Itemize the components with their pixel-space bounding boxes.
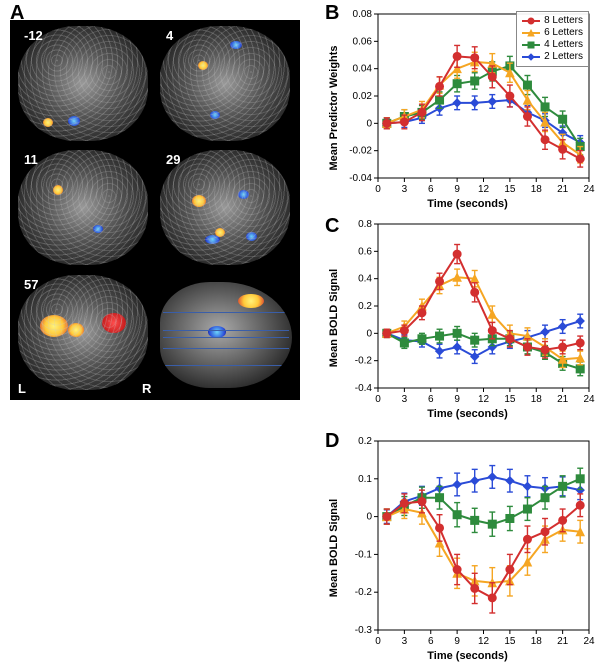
svg-text:-0.1: -0.1 [355, 549, 373, 560]
svg-text:0.2: 0.2 [358, 301, 372, 312]
svg-text:9: 9 [454, 184, 460, 195]
svg-text:0.8: 0.8 [358, 219, 372, 230]
svg-text:9: 9 [454, 394, 460, 405]
svg-text:21: 21 [557, 394, 569, 405]
svg-text:21: 21 [557, 636, 569, 647]
brain-sagittal [160, 282, 292, 388]
svg-text:-0.04: -0.04 [349, 173, 372, 184]
svg-text:24: 24 [583, 184, 595, 195]
svg-text:0.04: 0.04 [353, 64, 373, 75]
svg-text:-0.4: -0.4 [355, 383, 373, 394]
svg-text:12: 12 [478, 636, 490, 647]
svg-text:12: 12 [478, 184, 490, 195]
chart-b: 0 3 6 9 12 15 18 21 24 -0.04 -0.02 0 0.02 0.04 0.06 0.0… [340, 8, 595, 208]
panel-d-label: D [325, 430, 339, 453]
svg-text:0.6: 0.6 [358, 246, 372, 257]
svg-text:-0.02: -0.02 [349, 146, 372, 157]
svg-text:3: 3 [402, 184, 408, 195]
panel-b-label: B [325, 2, 339, 25]
svg-text:15: 15 [504, 394, 516, 405]
svg-text:-0.2: -0.2 [355, 356, 373, 367]
svg-text:15: 15 [504, 184, 516, 195]
brain-left-label: L [18, 381, 26, 396]
svg-text:24: 24 [583, 394, 595, 405]
svg-text:6: 6 [428, 394, 434, 405]
chart-b-ylabel: Mean Predictor Weights [328, 45, 340, 170]
chart-b-xlabel: Time (seconds) [427, 198, 508, 210]
slice-label-3: 29 [166, 152, 180, 167]
svg-text:0: 0 [366, 118, 372, 129]
svg-text:18: 18 [531, 394, 543, 405]
chart-d: 03691215182124-0.3-0.2-0.100.10.2 Mean B… [340, 435, 595, 660]
svg-text:0.4: 0.4 [358, 274, 372, 285]
svg-text:9: 9 [454, 636, 460, 647]
svg-text:0.06: 0.06 [353, 36, 373, 47]
legend-item-s6: 6 Letters [522, 27, 583, 39]
legend-item-s8: 8 Letters [522, 15, 583, 27]
svg-text:18: 18 [531, 636, 543, 647]
svg-text:0: 0 [375, 636, 381, 647]
slice-label-1: 4 [166, 28, 173, 43]
svg-text:0.02: 0.02 [353, 91, 373, 102]
brain-right-label: R [142, 381, 151, 396]
svg-text:0.08: 0.08 [353, 9, 373, 20]
chart-d-xlabel: Time (seconds) [427, 650, 508, 662]
panel-c-label: C [325, 215, 339, 238]
brain-panel: -12 4 11 29 57 L R [10, 20, 300, 400]
svg-text:0.2: 0.2 [358, 436, 372, 447]
svg-text:0: 0 [366, 512, 372, 523]
chart-c: 03691215182124-0.4-0.200.20.40.60.8 Mean… [340, 218, 595, 418]
svg-text:0: 0 [375, 394, 381, 405]
chart-c-ylabel: Mean BOLD Signal [328, 269, 340, 367]
chart-d-ylabel: Mean BOLD Signal [328, 498, 340, 596]
slice-label-0: -12 [24, 28, 43, 43]
svg-text:3: 3 [402, 636, 408, 647]
svg-text:18: 18 [531, 184, 543, 195]
legend-item-s4: 4 Letters [522, 39, 583, 51]
svg-text:0: 0 [375, 184, 381, 195]
svg-text:6: 6 [428, 184, 434, 195]
legend-item-s2: 2 Letters [522, 51, 583, 63]
svg-text:3: 3 [402, 394, 408, 405]
svg-text:-0.2: -0.2 [355, 587, 373, 598]
svg-text:12: 12 [478, 394, 490, 405]
chart-c-xlabel: Time (seconds) [427, 408, 508, 420]
svg-text:15: 15 [504, 636, 516, 647]
svg-text:0: 0 [366, 328, 372, 339]
slice-label-4: 57 [24, 277, 38, 292]
svg-text:21: 21 [557, 184, 569, 195]
svg-text:0.1: 0.1 [358, 474, 372, 485]
svg-text:6: 6 [428, 636, 434, 647]
svg-text:-0.3: -0.3 [355, 625, 373, 636]
legend: 8 Letters 6 Letters 4 Letters 2 Letters [516, 11, 589, 67]
svg-text:24: 24 [583, 636, 595, 647]
slice-label-2: 11 [24, 152, 38, 167]
